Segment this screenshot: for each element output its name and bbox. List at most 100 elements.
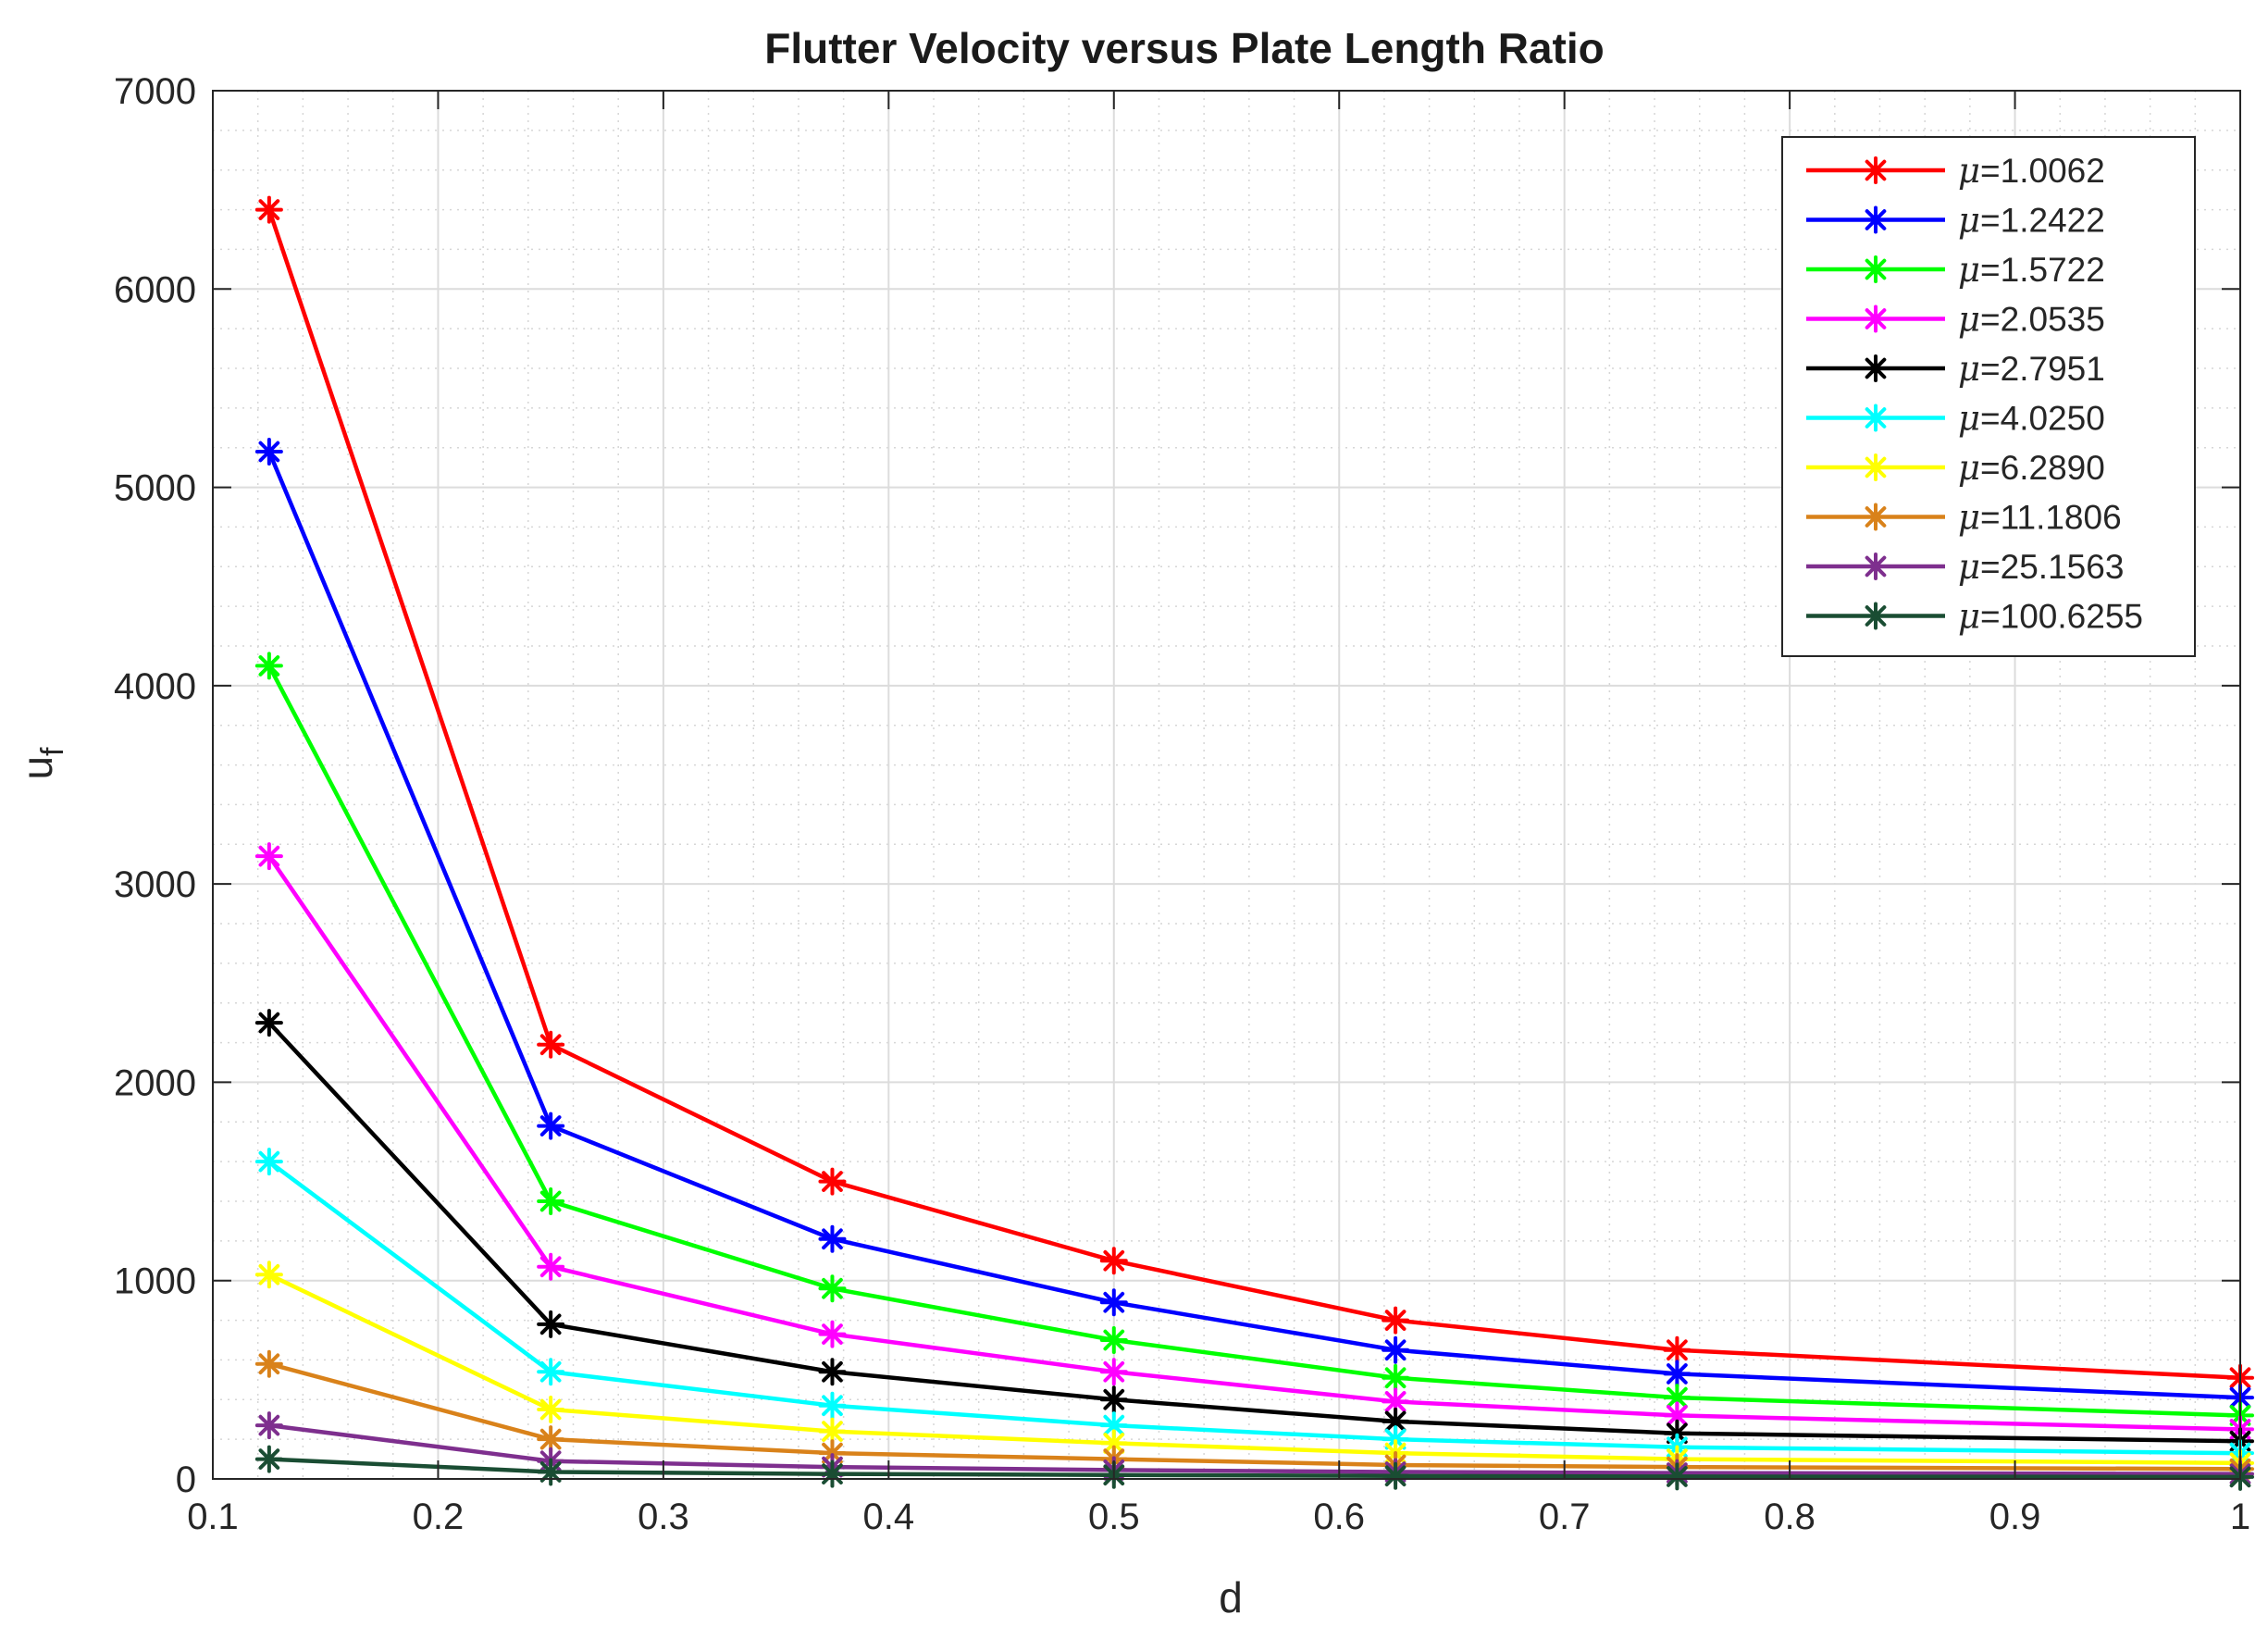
chart-title: Flutter Velocity versus Plate Length Rat…: [764, 24, 1604, 72]
legend-mu-value: =2.7951: [1980, 350, 2105, 388]
y-tick-label: 1000: [114, 1261, 196, 1302]
legend-mu-symbol: μ: [1958, 201, 1980, 241]
data-point: [818, 1391, 847, 1420]
marker-stroke: [1865, 209, 1887, 230]
legend-mu-value: =100.6255: [1980, 598, 2143, 636]
legend-entry: μ=2.7951: [1806, 349, 2105, 389]
legend-label: μ=6.2890: [1958, 448, 2105, 488]
legend-label: μ=100.6255: [1958, 597, 2143, 637]
data-point: [1663, 1360, 1692, 1388]
legend: μ=1.0062μ=1.2422μ=1.5722μ=2.0535μ=2.7951…: [1781, 136, 2196, 657]
marker-stroke: [1384, 1339, 1407, 1361]
marker-stroke: [822, 1228, 843, 1250]
legend-mu-value: =1.0062: [1980, 152, 2105, 190]
data-point: [537, 1187, 565, 1215]
marker-stroke: [1667, 1363, 1688, 1385]
marker-stroke: [539, 1190, 562, 1212]
marker-stroke: [539, 1256, 562, 1278]
marker-stroke: [1865, 357, 1887, 379]
marker-stroke: [1384, 1465, 1407, 1487]
legend-swatch-marker: [1862, 255, 1890, 283]
legend-swatch-marker: [1862, 156, 1890, 184]
marker-stroke: [1384, 1410, 1407, 1433]
legend-label: μ=2.0535: [1958, 300, 2105, 340]
x-tick-label: 0.1: [187, 1497, 239, 1537]
data-point: [537, 1458, 565, 1486]
data-point: [1663, 1462, 1692, 1491]
legend-label: μ=25.1563: [1958, 547, 2124, 587]
data-point: [1663, 1335, 1692, 1364]
marker-stroke: [258, 199, 280, 220]
legend-label: μ=11.1806: [1958, 498, 2122, 538]
marker-stroke: [1103, 1329, 1125, 1351]
marker-stroke: [258, 1353, 280, 1375]
marker-stroke: [258, 1263, 280, 1285]
data-point: [1382, 1363, 1410, 1392]
series-2: [254, 438, 2254, 1412]
marker-stroke: [539, 1313, 562, 1335]
y-tick-label: 7000: [114, 71, 196, 112]
x-tick-label: 1: [2230, 1497, 2250, 1537]
marker-stroke: [1103, 1360, 1125, 1383]
marker-stroke: [1865, 308, 1887, 329]
x-tick-label: 0.8: [1764, 1497, 1816, 1537]
marker-stroke: [539, 1398, 562, 1421]
marker-stroke: [258, 1448, 280, 1470]
data-point: [537, 1252, 565, 1281]
legend-mu-value: =4.0250: [1980, 400, 2105, 438]
legend-swatch-marker: [1862, 453, 1890, 481]
marker-stroke: [539, 1034, 562, 1056]
data-point: [1099, 1358, 1128, 1386]
y-tick-label: 0: [176, 1459, 196, 1500]
marker-stroke: [539, 1115, 562, 1136]
legend-mu-value: =11.1806: [1980, 499, 2122, 537]
y-tick-label: 3000: [114, 864, 196, 905]
legend-entry: μ=25.1563: [1806, 547, 2124, 587]
marker-stroke: [822, 1171, 843, 1192]
data-point: [1099, 1247, 1128, 1275]
y-axis-label: uf: [13, 747, 70, 780]
data-point: [818, 1320, 847, 1348]
tick-marks: [212, 90, 2241, 1480]
marker-stroke: [1667, 1339, 1688, 1361]
legend-swatch-marker: [1862, 404, 1890, 432]
marker-stroke: [1103, 1433, 1125, 1454]
marker-stroke: [258, 845, 280, 867]
data-point: [1663, 1384, 1692, 1412]
marker-stroke: [822, 1395, 843, 1417]
data-point: [254, 195, 283, 224]
legend-mu-symbol: μ: [1958, 448, 1980, 488]
legend-entry: μ=11.1806: [1806, 498, 2122, 538]
legend-swatch-marker: [1862, 304, 1890, 333]
data-point: [254, 842, 283, 871]
marker-stroke: [1865, 159, 1887, 181]
legend-entry: μ=6.2890: [1806, 448, 2105, 488]
legend-entry: μ=100.6255: [1806, 597, 2143, 637]
x-tick-label: 0.3: [638, 1497, 689, 1537]
legend-mu-symbol: μ: [1958, 349, 1980, 389]
legend-mu-value: =25.1563: [1980, 548, 2124, 586]
legend-label: μ=4.0250: [1958, 399, 2105, 439]
marker-stroke: [822, 1277, 843, 1299]
marker-stroke: [539, 1461, 562, 1483]
marker-stroke: [1667, 1466, 1688, 1487]
marker-stroke: [258, 655, 280, 677]
y-tick-label: 6000: [114, 269, 196, 310]
legend-mu-value: =1.5722: [1980, 251, 2105, 289]
y-axis-label-group: uf: [13, 747, 70, 780]
legend-mu-symbol: μ: [1958, 597, 1980, 637]
data-point: [818, 1358, 847, 1386]
marker-stroke: [1865, 407, 1887, 428]
data-point: [818, 1274, 847, 1303]
data-point: [254, 438, 283, 466]
legend-mu-symbol: μ: [1958, 151, 1980, 191]
data-point: [1099, 1385, 1128, 1414]
marker-stroke: [258, 1012, 280, 1034]
data-point: [537, 1112, 565, 1140]
x-tick-label: 0.4: [863, 1497, 915, 1537]
x-tick-label: 0.9: [1989, 1497, 2041, 1537]
data-point: [254, 1009, 283, 1037]
marker-stroke: [822, 1421, 843, 1442]
marker-stroke: [258, 1150, 280, 1173]
